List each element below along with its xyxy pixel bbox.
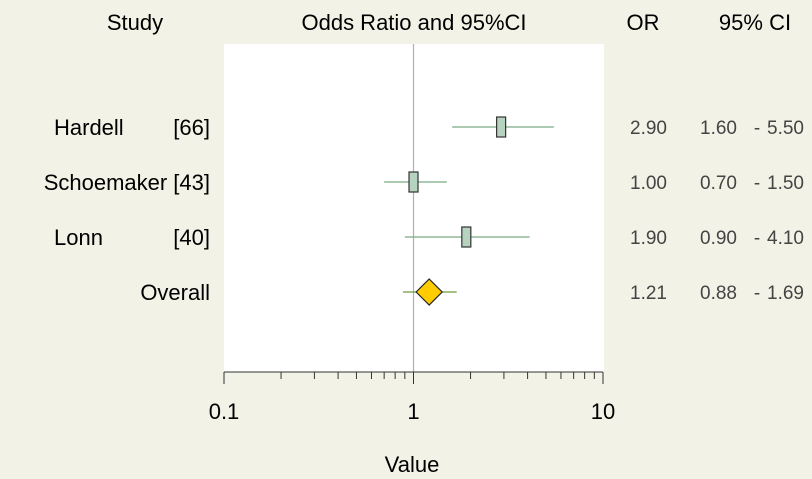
point-estimate-box — [408, 171, 419, 193]
ci-lower-value: 0.90 — [700, 228, 737, 249]
ci-dash: - — [754, 228, 760, 249]
or-value: 1.90 — [630, 228, 667, 249]
ci-upper-value: 5.50 — [767, 118, 804, 139]
x-axis-title: Value — [385, 452, 440, 477]
ci-lower-value: 0.88 — [700, 283, 737, 304]
ci-upper-value: 1.69 — [767, 283, 804, 304]
study-label: Lonn — [54, 225, 103, 250]
header-odds-ratio: Odds Ratio and 95%CI — [301, 10, 526, 35]
ci-upper-value: 4.10 — [767, 228, 804, 249]
ci-lower-value: 0.70 — [700, 173, 737, 194]
x-tick-label: 1 — [407, 399, 419, 424]
ci-upper-value: 1.50 — [767, 173, 804, 194]
study-label: Schoemaker [43] — [44, 170, 210, 195]
ci-dash: - — [754, 173, 760, 194]
header-or: OR — [627, 10, 660, 35]
x-tick-label: 10 — [591, 399, 615, 424]
ci-dash: - — [754, 118, 760, 139]
point-estimate-box — [496, 116, 507, 138]
study-ref: [66] — [173, 115, 210, 140]
or-value: 2.90 — [630, 118, 667, 139]
header-ci: 95% CI — [719, 10, 791, 35]
study-ref: [40] — [173, 225, 210, 250]
ci-lower-value: 1.60 — [700, 118, 737, 139]
study-label: Overall — [140, 280, 210, 305]
study-label: Hardell — [54, 115, 124, 140]
ci-dash: - — [754, 283, 760, 304]
header-study: Study — [107, 10, 163, 35]
point-estimate-box — [461, 226, 472, 248]
x-tick-label: 0.1 — [209, 399, 240, 424]
or-value: 1.00 — [630, 173, 667, 194]
or-value: 1.21 — [630, 283, 667, 304]
summary-diamond — [415, 278, 444, 306]
